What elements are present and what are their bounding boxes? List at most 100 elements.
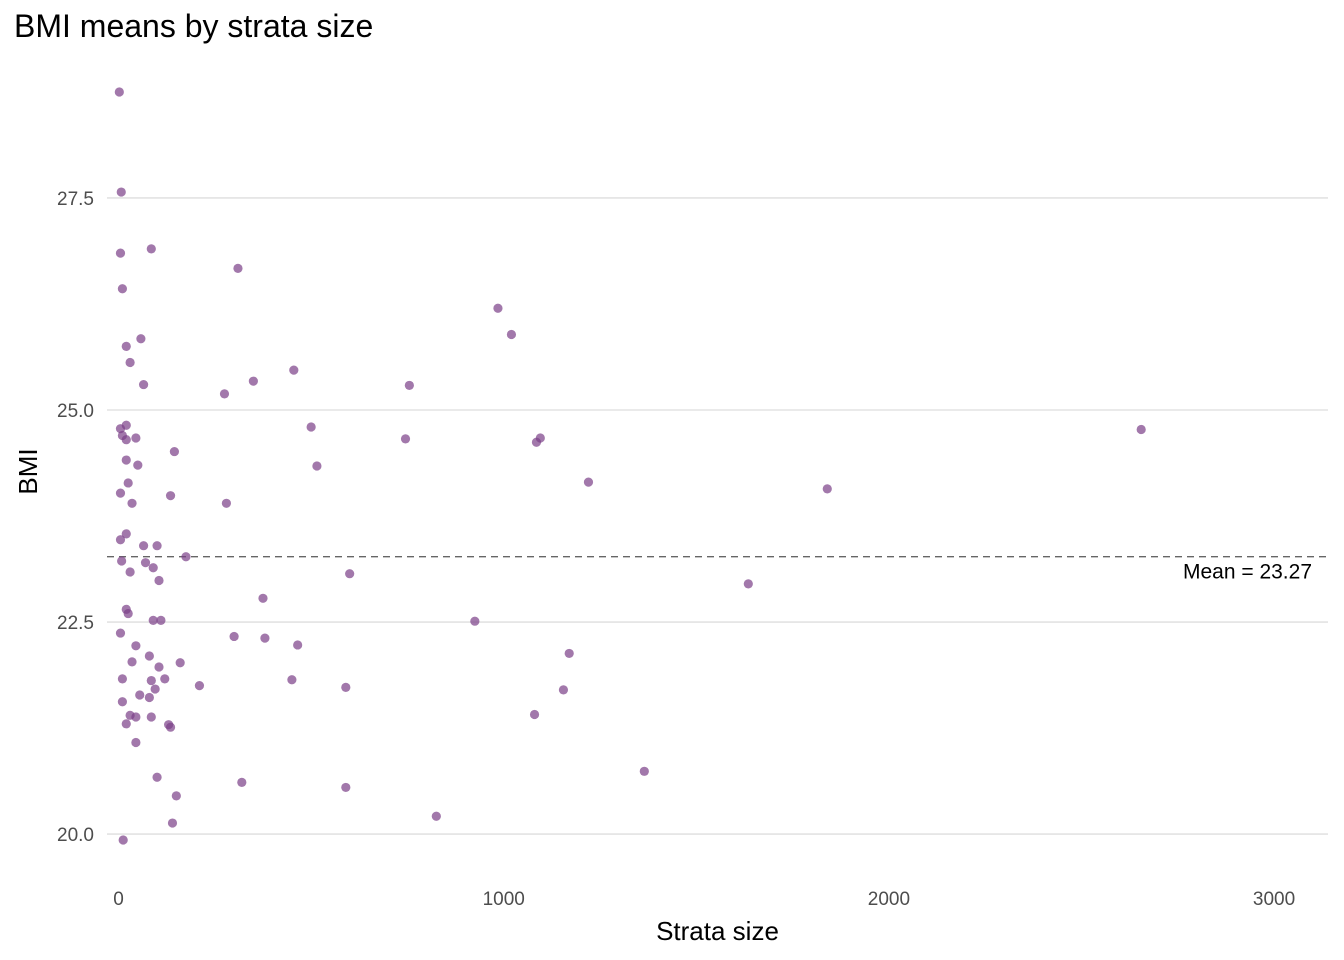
- data-point: [341, 782, 351, 793]
- data-point: [138, 379, 149, 390]
- data-point: [148, 615, 158, 625]
- data-point: [289, 365, 299, 375]
- data-point: [306, 422, 316, 432]
- data-point: [531, 437, 542, 447]
- data-point: [121, 455, 131, 465]
- data-point: [148, 563, 158, 573]
- data-point: [150, 684, 160, 694]
- data-point: [135, 690, 145, 700]
- data-point: [160, 674, 170, 684]
- data-point: [121, 435, 131, 445]
- data-point: [822, 484, 832, 494]
- y-axis-title: BMI: [13, 448, 43, 494]
- data-point: [146, 712, 156, 722]
- data-point: [529, 709, 540, 720]
- x-tick-label: 2000: [868, 889, 910, 910]
- data-point: [115, 535, 126, 545]
- data-point: [165, 722, 176, 732]
- y-tick-label: 22.5: [57, 613, 94, 634]
- data-point: [154, 662, 164, 672]
- data-point: [171, 791, 181, 801]
- data-point: [115, 248, 126, 258]
- data-point: [167, 818, 178, 828]
- data-point: [312, 461, 322, 471]
- data-point: [117, 284, 128, 294]
- data-point: [152, 541, 162, 551]
- gridlines: [107, 197, 1328, 835]
- data-point: [404, 380, 414, 391]
- data-point: [146, 244, 156, 254]
- data-point: [152, 772, 162, 782]
- data-point: [116, 187, 126, 197]
- x-axis-title: Strata size: [656, 916, 779, 946]
- y-tick-label: 27.5: [57, 189, 94, 210]
- data-point: [237, 777, 247, 787]
- mean-annotation: Mean = 23.27: [1183, 561, 1312, 584]
- data-point: [117, 674, 128, 684]
- y-tick-label: 20.0: [57, 825, 94, 846]
- data-point: [156, 615, 166, 625]
- x-tick-label: 1000: [483, 889, 525, 910]
- data-point: [175, 658, 185, 668]
- data-point: [123, 478, 133, 488]
- data-point: [133, 460, 143, 470]
- data-point: [154, 575, 164, 586]
- data-point: [117, 697, 128, 707]
- x-tick-label: 0: [113, 889, 124, 910]
- data-point: [506, 329, 517, 340]
- data-point: [131, 433, 141, 443]
- data-point: [115, 488, 126, 498]
- data-point: [233, 263, 243, 273]
- data-point: [219, 389, 230, 399]
- data-point: [140, 558, 151, 568]
- data-point: [181, 552, 191, 562]
- data-point: [123, 608, 133, 619]
- data-point: [121, 529, 131, 539]
- y-tick-labels: 20.0 22.5 25.0 27.5: [57, 189, 94, 846]
- x-tick-label: 3000: [1253, 889, 1295, 910]
- data-point: [639, 766, 649, 776]
- data-point: [114, 87, 124, 97]
- data-point: [345, 569, 355, 579]
- data-point: [127, 657, 137, 667]
- data-points: [114, 87, 1146, 845]
- data-point: [146, 675, 156, 686]
- data-point: [229, 631, 239, 642]
- data-point: [431, 811, 441, 821]
- data-point: [117, 556, 127, 566]
- data-point: [131, 737, 141, 748]
- data-point: [131, 712, 141, 722]
- data-point: [493, 303, 503, 313]
- chart-title: BMI means by strata size: [14, 8, 374, 44]
- data-point: [1136, 424, 1146, 435]
- data-point: [258, 593, 268, 603]
- data-point: [144, 692, 154, 703]
- data-point: [400, 434, 411, 444]
- data-point: [260, 633, 270, 643]
- data-point: [583, 477, 594, 487]
- data-point: [115, 628, 126, 638]
- data-point: [138, 541, 149, 551]
- x-tick-labels: 0 1000 2000 3000: [113, 889, 1295, 910]
- data-point: [125, 357, 135, 368]
- data-point: [125, 567, 135, 577]
- data-point: [287, 675, 297, 685]
- data-point: [165, 491, 176, 501]
- data-point: [564, 648, 574, 659]
- y-tick-label: 25.0: [57, 401, 94, 422]
- data-point: [144, 651, 154, 661]
- data-point: [341, 682, 351, 692]
- data-point: [118, 835, 128, 845]
- data-point: [558, 685, 569, 695]
- data-point: [743, 579, 753, 589]
- data-point: [121, 341, 131, 352]
- data-point: [221, 498, 232, 508]
- data-point: [131, 641, 141, 651]
- data-point: [127, 498, 137, 508]
- data-point: [121, 719, 131, 729]
- data-point: [136, 334, 146, 344]
- data-point: [169, 446, 180, 457]
- data-point: [194, 681, 205, 691]
- data-point: [248, 376, 258, 386]
